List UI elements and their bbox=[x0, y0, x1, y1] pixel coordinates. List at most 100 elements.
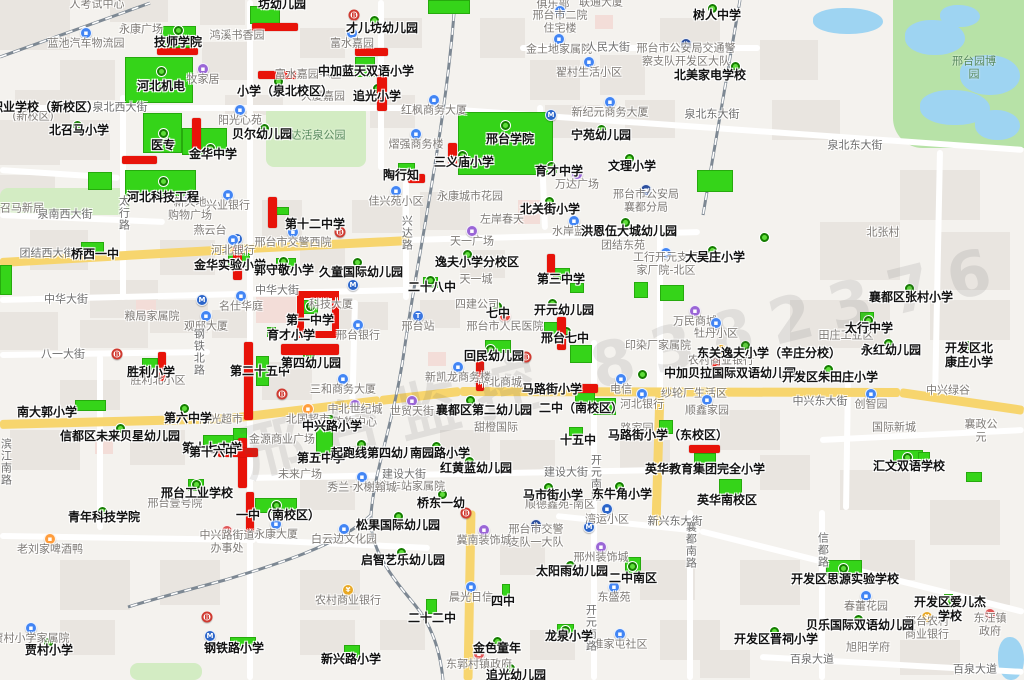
poi-label[interactable]: 邢台市二院 住宅楼 bbox=[532, 8, 588, 34]
school-label[interactable]: 第二十五中 bbox=[229, 364, 291, 379]
poi-building-icon[interactable]: ▪ bbox=[710, 317, 722, 329]
poi-mall-icon[interactable]: ▪ bbox=[571, 168, 583, 180]
poi-label[interactable]: 佳兴苑小区 bbox=[368, 194, 424, 208]
poi-label[interactable]: 未来广场 bbox=[278, 467, 322, 481]
school-marker[interactable] bbox=[566, 561, 575, 570]
school-label[interactable]: 贝尔幼儿园 bbox=[231, 127, 293, 142]
poi-food-icon[interactable]: ▪ bbox=[302, 403, 314, 415]
school-marker[interactable] bbox=[760, 233, 769, 242]
poi-label[interactable]: 贾村小学家属院 bbox=[0, 631, 70, 645]
poi-building-icon[interactable]: ▪ bbox=[234, 104, 246, 116]
school-area[interactable] bbox=[125, 57, 193, 103]
poi-government-icon[interactable]: ▪ bbox=[473, 648, 485, 660]
school-area[interactable] bbox=[570, 345, 592, 363]
school-label[interactable]: 回民幼儿园 bbox=[463, 349, 525, 364]
school-area[interactable] bbox=[355, 57, 375, 77]
poi-label[interactable]: 春蕾花园 bbox=[844, 599, 888, 613]
poi-building-icon[interactable]: ▪ bbox=[452, 361, 464, 373]
school-label[interactable]: 开发区晋祠小学 bbox=[733, 632, 819, 647]
school-label[interactable]: 英华教育集团完全小学 bbox=[644, 462, 766, 477]
poi-building-icon[interactable]: ▪ bbox=[615, 373, 627, 385]
poi-label[interactable]: 三和商务大厦 bbox=[310, 382, 376, 396]
poi-label[interactable]: 粮局家属院 bbox=[124, 309, 180, 323]
school-label[interactable]: 桥东一幼 bbox=[416, 496, 466, 511]
poi-label[interactable]: 邢台银行 bbox=[336, 328, 380, 342]
school-marker[interactable] bbox=[486, 345, 495, 354]
poi-label[interactable]: (新校区) bbox=[12, 109, 54, 123]
school-marker[interactable] bbox=[561, 626, 570, 635]
poi-label[interactable]: 路家园 bbox=[620, 421, 654, 435]
school-marker[interactable] bbox=[864, 316, 873, 325]
school-marker[interactable] bbox=[370, 16, 379, 25]
school-label[interactable]: 第三中学 bbox=[536, 272, 586, 287]
poi-label[interactable]: 东郭村镇政府 bbox=[446, 657, 512, 671]
poi-label[interactable]: 印染厂家属院 bbox=[625, 338, 691, 352]
school-area[interactable] bbox=[276, 207, 289, 215]
school-area[interactable] bbox=[694, 453, 716, 467]
school-label[interactable]: 英华南校区 bbox=[696, 493, 758, 508]
metro-icon[interactable]: M bbox=[204, 630, 216, 642]
poi-label[interactable]: 团结东苑 bbox=[601, 238, 645, 252]
poi-label[interactable]: 甜橙国际 bbox=[474, 420, 518, 434]
poi-label[interactable]: 永康城市花园 bbox=[437, 189, 503, 203]
poi-bank-icon[interactable]: ¥ bbox=[715, 344, 727, 356]
poi-label[interactable]: 富水嘉园 bbox=[330, 36, 374, 50]
school-label[interactable]: 逸夫小学分校区 bbox=[434, 255, 520, 270]
school-marker[interactable] bbox=[903, 453, 912, 462]
school-area[interactable] bbox=[966, 472, 982, 482]
school-marker[interactable] bbox=[493, 637, 502, 646]
school-label[interactable]: 金色童年 bbox=[472, 641, 522, 656]
school-area[interactable] bbox=[344, 645, 360, 658]
poi-label[interactable]: 邢州装饰城 bbox=[573, 550, 629, 564]
school-label[interactable]: 一中（南校区） bbox=[235, 508, 321, 523]
poi-mall-icon[interactable]: ▪ bbox=[595, 541, 607, 553]
school-label[interactable]: 郭守敬小学 bbox=[253, 263, 315, 278]
poi-police-badge-icon[interactable]: ▪ bbox=[640, 184, 652, 196]
school-label[interactable]: 北美家电学校 bbox=[673, 68, 747, 83]
school-marker[interactable] bbox=[159, 177, 168, 186]
school-label[interactable]: 河北机电 bbox=[136, 79, 186, 94]
school-label[interactable]: 第四幼儿园 bbox=[280, 356, 342, 371]
poi-label[interactable]: 电信 bbox=[610, 382, 632, 396]
school-marker[interactable] bbox=[272, 501, 281, 510]
poi-label[interactable]: 工行开元支行 家厂院-北区 bbox=[633, 250, 699, 276]
poi-label[interactable]: 邢台市公安局交通警 察支队开发区大队 bbox=[636, 41, 736, 67]
school-marker[interactable] bbox=[506, 664, 515, 673]
poi-label[interactable]: 新凯龙商务楼 bbox=[425, 370, 491, 384]
poi-label[interactable]: 晨光日信 bbox=[449, 590, 493, 604]
school-area[interactable] bbox=[316, 424, 333, 456]
poi-label[interactable]: 大厦嘉园 bbox=[301, 89, 345, 103]
school-label[interactable]: 宁苑幼儿园 bbox=[570, 128, 632, 143]
poi-building-icon[interactable]: ▪ bbox=[227, 234, 239, 246]
poi-label[interactable]: 阳光心苑 bbox=[218, 113, 262, 127]
poi-label[interactable]: 旭阳学府 bbox=[846, 640, 890, 654]
school-label[interactable]: 信都区未来贝星幼儿园 bbox=[59, 429, 181, 444]
poi-mall-icon[interactable]: ▪ bbox=[689, 305, 701, 317]
metro-icon[interactable]: M bbox=[347, 279, 359, 291]
poi-label[interactable]: 熠强商务楼 bbox=[388, 137, 444, 151]
poi-label[interactable]: 胜利北小区 bbox=[130, 373, 186, 387]
school-label[interactable]: 四中 bbox=[490, 594, 516, 609]
poi-label[interactable]: 天一城 bbox=[459, 272, 493, 286]
school-marker[interactable] bbox=[357, 440, 366, 449]
poi-label[interactable]: 四建公司 bbox=[455, 297, 499, 311]
school-area[interactable] bbox=[660, 285, 684, 301]
school-marker[interactable] bbox=[544, 483, 553, 492]
poi-mall-icon[interactable]: ▪ bbox=[406, 395, 418, 407]
school-marker[interactable] bbox=[615, 482, 624, 491]
school-marker[interactable] bbox=[884, 339, 893, 348]
poi-building-icon[interactable]: ▪ bbox=[287, 226, 299, 238]
school-label[interactable]: 贝乐国际双语幼儿园 bbox=[805, 618, 915, 633]
school-marker[interactable] bbox=[547, 162, 556, 171]
school-label[interactable]: 邢台工业学校 bbox=[160, 486, 234, 501]
poi-building-icon[interactable]: ▪ bbox=[80, 27, 92, 39]
school-marker[interactable] bbox=[192, 480, 201, 489]
school-label[interactable]: 陶行知 bbox=[382, 168, 420, 183]
school-marker[interactable] bbox=[458, 151, 467, 160]
school-label[interactable]: 启智艺乐幼儿园 bbox=[360, 553, 446, 568]
school-label[interactable]: 坊幼儿园 bbox=[257, 0, 307, 12]
poi-mall-icon[interactable]: ▪ bbox=[197, 63, 209, 75]
school-marker[interactable] bbox=[708, 246, 717, 255]
poi-government-icon[interactable]: ▪ bbox=[984, 608, 996, 620]
poi-label[interactable]: 邢台站 bbox=[401, 319, 435, 333]
